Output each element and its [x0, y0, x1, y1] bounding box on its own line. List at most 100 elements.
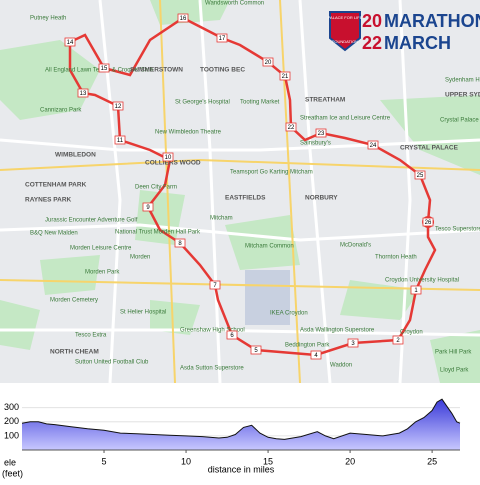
mile-marker-label: 24: [370, 143, 377, 149]
map-label: National Trust Morden Hall Park: [115, 230, 201, 236]
map-label: Streatham Ice and Leisure Centre: [300, 116, 391, 122]
mile-marker-label: 9: [146, 205, 150, 211]
x-tick-label: 15: [263, 456, 273, 466]
logo-year: 20: [362, 11, 382, 31]
mile-marker: [177, 13, 189, 23]
logo: PALACE FOR LIFE FOUNDATION 20 MARATHON 2…: [328, 11, 480, 53]
mile-marker-label: 26: [425, 220, 432, 226]
mile-marker-label: 20: [265, 60, 272, 66]
map-label: IKEA Croydon: [270, 311, 308, 317]
crest-text: PALACE FOR LIFE: [328, 15, 363, 20]
mile-marker: [279, 71, 291, 81]
elevation-line: [21, 398, 461, 440]
mile-marker: [142, 202, 154, 212]
map-label: Morden Park: [85, 270, 120, 276]
mile-marker-label: 12: [115, 104, 122, 110]
y-axis-label: (feet): [2, 468, 23, 478]
mile-marker: [209, 280, 221, 290]
mile-marker: [114, 135, 126, 145]
map-label: RAYNES PARK: [25, 197, 72, 204]
map-label: Mitcham Common: [245, 244, 294, 250]
map-label: UPPER SYDENHAM: [445, 92, 480, 99]
map-label: Greenshaw High School: [180, 328, 245, 334]
map-label: Morden Cemetery: [50, 298, 98, 304]
map-label: Lloyd Park: [440, 368, 469, 374]
map-label: Asda Sutton Superstore: [180, 366, 244, 372]
mile-marker-label: 4: [314, 353, 318, 359]
x-axis-label: distance in miles: [208, 464, 275, 474]
map-label: New Wimbledon Theatre: [155, 130, 222, 136]
map-label: St Helier Hospital: [120, 310, 166, 316]
map-label: Morden Leisure Centre: [70, 246, 132, 252]
mile-marker: [422, 217, 434, 227]
mile-marker: [310, 350, 322, 360]
mile-marker-label: 11: [117, 138, 124, 144]
map-label: Park Hill Park: [435, 350, 472, 356]
mile-marker: [262, 57, 274, 67]
map-label: Deen City Farm: [135, 185, 177, 191]
map-label: Cannizaro Park: [40, 108, 82, 114]
map-label: Wandsworth Common: [205, 1, 264, 7]
mile-marker: [315, 128, 327, 138]
mile-marker-label: 23: [318, 131, 325, 137]
mile-marker-label: 16: [180, 16, 187, 22]
map-label: COTTENHAM PARK: [25, 182, 87, 189]
mile-marker: [367, 140, 379, 150]
industrial-area: [245, 270, 290, 325]
map-label: Tesco Extra: [75, 333, 107, 339]
mile-marker: [414, 170, 426, 180]
map-label: Croydon University Hospital: [385, 278, 459, 284]
mile-marker: [410, 285, 422, 295]
map-label: SUMMERSTOWN: [130, 67, 183, 74]
mile-marker-label: 3: [351, 341, 355, 347]
y-axis-label: ele: [4, 457, 16, 467]
map-label: Crystal Palace Park: [440, 118, 480, 124]
logo-title: MARATHON: [384, 11, 480, 31]
map-label: Asda Wallington Superstore: [300, 328, 375, 334]
mile-marker-label: 22: [288, 125, 295, 131]
mile-marker-label: 7: [213, 283, 217, 289]
map-label: NORBURY: [305, 195, 338, 202]
mile-marker: [216, 33, 228, 43]
logo-year: 22: [362, 33, 382, 53]
mile-marker: [77, 88, 89, 98]
mile-marker: [392, 335, 404, 345]
map-label: Thornton Heath: [375, 255, 417, 261]
map-label: Mitcham: [210, 216, 233, 222]
map-label: B&Q New Malden: [30, 231, 78, 237]
map-label: STREATHAM: [305, 97, 345, 104]
x-tick-label: 5: [102, 456, 107, 466]
map-label: WIMBLEDON: [55, 152, 96, 159]
mile-marker-label: 10: [165, 155, 172, 161]
map-label: St George's Hospital: [175, 100, 230, 106]
map-label: Tesco Superstore: [435, 227, 480, 233]
mile-marker: [162, 152, 174, 162]
y-tick-label: 300: [4, 402, 19, 412]
map-label: Croydon: [400, 330, 423, 336]
mile-marker: [174, 238, 186, 248]
mile-marker: [347, 338, 359, 348]
map-label: CRYSTAL PALACE: [400, 145, 459, 152]
mile-marker-label: 2: [396, 338, 400, 344]
mile-marker: [112, 101, 124, 111]
map-label: TOOTING BEC: [200, 67, 245, 74]
mile-marker: [64, 37, 76, 47]
area-fill: [22, 399, 460, 450]
map-label: Sutton United Football Club: [75, 360, 149, 366]
mile-marker-label: 21: [282, 74, 289, 80]
map-label: Jurassic Encounter Adventure Golf: [45, 218, 138, 224]
mile-marker: [98, 63, 110, 73]
map-label: Beddington Park: [285, 343, 330, 349]
map-label: McDonald's: [340, 243, 371, 249]
map-label: Morden: [130, 255, 150, 261]
mile-marker-label: 13: [80, 91, 87, 97]
map-label: NORTH CHEAM: [50, 349, 99, 356]
x-tick-label: 20: [345, 456, 355, 466]
mile-marker: [226, 330, 238, 340]
y-tick-label: 200: [4, 416, 19, 426]
y-tick-label: 100: [4, 430, 19, 440]
main-roads: [0, 0, 480, 384]
mile-marker-label: 1: [414, 288, 418, 294]
mile-marker: [285, 122, 297, 132]
crest: [329, 11, 361, 52]
